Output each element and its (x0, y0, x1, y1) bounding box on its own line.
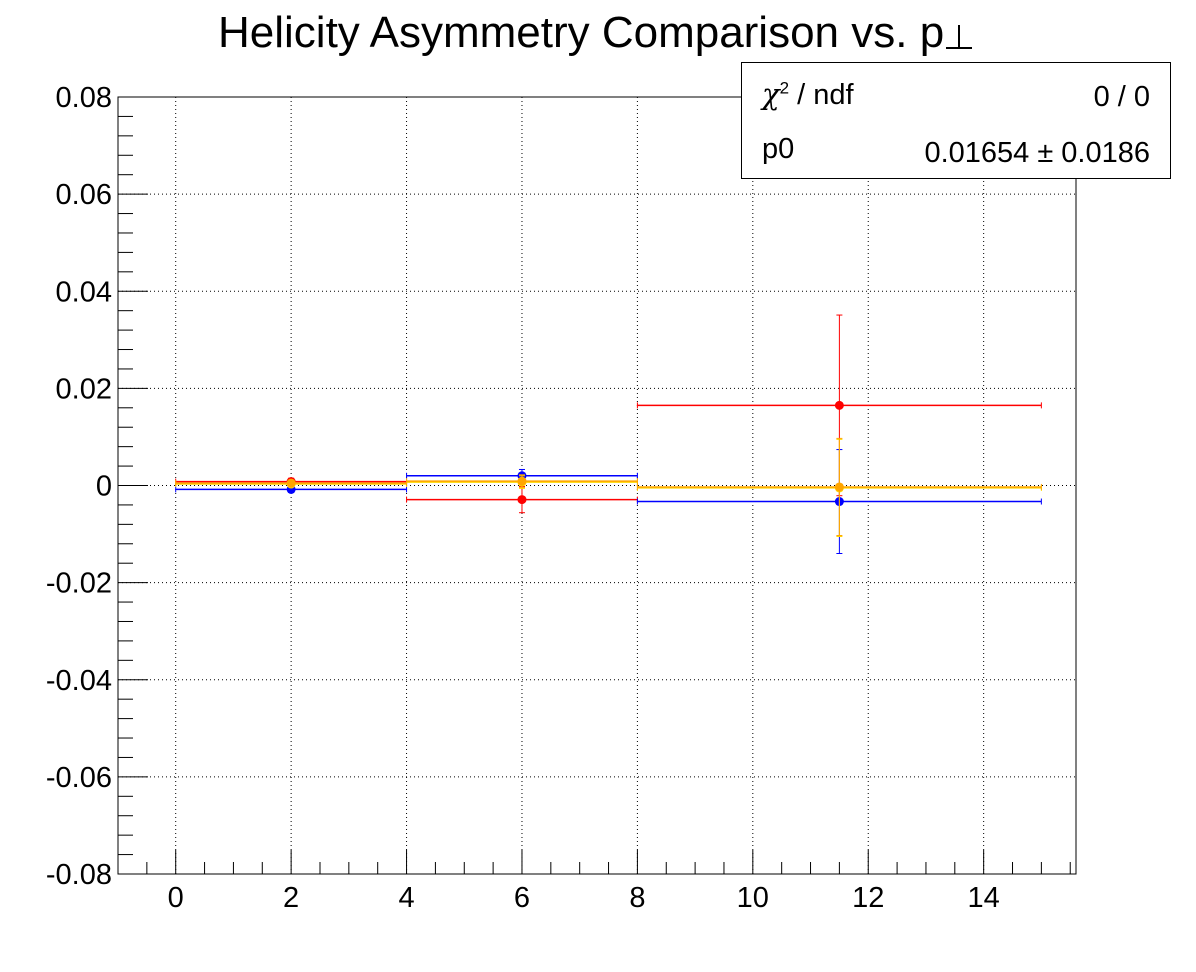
series-orange (175, 437, 1042, 537)
x-tick-label: 4 (398, 882, 414, 914)
p0-value: 0.01654 ± 0.0186 (924, 137, 1150, 169)
series-blue (175, 449, 1042, 554)
fit-stats-box: χ2 / ndf 0 / 0 p0 0.01654 ± 0.0186 (741, 62, 1171, 179)
y-tick-label: -0.06 (46, 762, 112, 794)
series-yellow (175, 438, 1042, 537)
chart-title-text: Helicity Asymmetry Comparison vs. p (218, 8, 945, 57)
y-tick-label: -0.02 (46, 568, 112, 600)
grid-lines (118, 97, 1076, 874)
chi2-row: χ2 / ndf 0 / 0 (762, 77, 1150, 117)
x-tick-label: 10 (737, 882, 769, 914)
x-tick-label: 14 (968, 882, 1000, 914)
y-tick-label: -0.04 (46, 665, 112, 697)
data-point (286, 478, 296, 488)
y-tick-label: -0.08 (46, 859, 112, 891)
plot-frame (117, 96, 1077, 875)
chi-superscript: 2 (779, 78, 790, 98)
chi-symbol: χ (762, 77, 780, 111)
y-tick-label: 0.04 (56, 276, 112, 308)
data-point (517, 476, 527, 486)
chart-title: Helicity Asymmetry Comparison vs. p (218, 8, 973, 58)
y-tick-label: 0 (96, 471, 112, 503)
tick-labels: 0 2 4 6 8 10 12 14 0.08 0.06 0.04 0.02 0 -0.02 -0.04 -0… (46, 82, 1000, 914)
x-tick-label: 12 (852, 882, 884, 914)
chi2-label: χ2 / ndf (762, 77, 854, 112)
x-tick-label: 0 (168, 882, 184, 914)
y-tick-label: 0.02 (56, 373, 112, 405)
perp-subscript-icon (946, 17, 973, 49)
x-tick-label: 8 (629, 882, 645, 914)
data-point (834, 400, 844, 410)
p0-label: p0 (762, 133, 795, 165)
x-tick-label: 2 (283, 882, 299, 914)
data-series (175, 314, 1042, 554)
data-point (517, 495, 527, 505)
chi-rest-label: / ndf (789, 79, 854, 111)
data-point (834, 482, 844, 492)
y-tick-label: 0.06 (56, 179, 112, 211)
y-tick-label: 0.08 (56, 82, 112, 114)
axis-ticks (118, 96, 1071, 875)
p0-row: p0 0.01654 ± 0.0186 (762, 133, 1150, 173)
x-tick-label: 6 (514, 882, 530, 914)
chi2-value: 0 / 0 (1093, 81, 1150, 113)
